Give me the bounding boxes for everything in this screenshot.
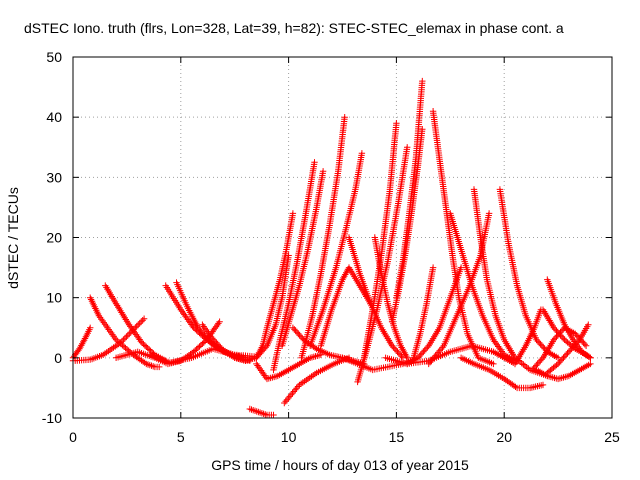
series-12 [246, 405, 277, 419]
series-41 [539, 306, 594, 361]
y-axis-label: dSTEC / TECUs [5, 187, 21, 289]
series-33-markers [470, 186, 551, 380]
series-26 [393, 77, 426, 301]
series-35-markers [457, 354, 547, 392]
x-tick-label: 25 [604, 429, 620, 445]
y-tick-label: 30 [46, 169, 62, 185]
series-11 [253, 351, 325, 383]
x-tick-label: 15 [389, 429, 405, 445]
series-10 [253, 210, 297, 361]
series-7 [147, 345, 260, 366]
x-tick-label: 5 [177, 429, 185, 445]
chart-title: dSTEC Iono. truth (flrs, Lon=328, Lat=39… [24, 20, 564, 36]
y-tick-label: 0 [54, 350, 62, 366]
series-14 [278, 168, 327, 349]
series-28 [410, 264, 437, 361]
series-12-markers [246, 405, 277, 419]
x-tick-label: 10 [281, 429, 297, 445]
series-26-markers [393, 77, 426, 301]
x-axis-label: GPS time / hours of day 013 of year 2015 [211, 457, 469, 473]
series-15-markers [281, 354, 353, 407]
series-38-markers [533, 360, 594, 383]
series-11-markers [253, 351, 325, 383]
x-tick-label: 20 [496, 429, 512, 445]
series-40 [544, 321, 592, 377]
series-14-markers [278, 168, 327, 349]
series-35 [457, 354, 547, 392]
series-33 [470, 186, 551, 380]
series-15 [281, 354, 353, 407]
series-38 [533, 360, 594, 383]
series-17 [298, 114, 348, 361]
series-19-markers [317, 264, 374, 349]
series-36 [511, 306, 545, 368]
y-tick-label: -10 [42, 410, 62, 426]
series-marks [69, 77, 594, 419]
series-7-markers [147, 345, 260, 366]
y-tick-label: 40 [46, 109, 62, 125]
series-32 [382, 342, 519, 368]
x-tick-label: 0 [69, 429, 77, 445]
series-18 [307, 150, 366, 349]
series-22-markers [360, 120, 400, 361]
series-36-markers [511, 306, 545, 368]
series-13 [270, 159, 318, 374]
y-tick-label: 50 [46, 49, 62, 65]
series-19 [317, 264, 374, 349]
series-10-markers [253, 210, 297, 361]
tick-marks [72, 56, 613, 419]
series-13-markers [270, 159, 318, 374]
series-22 [360, 120, 400, 361]
series-17-markers [298, 114, 348, 361]
series-28-markers [410, 264, 437, 361]
series-40-markers [544, 321, 592, 377]
y-tick-label: 10 [46, 290, 62, 306]
series-18-markers [307, 150, 366, 349]
y-tick-label: 20 [46, 230, 62, 246]
series-41-markers [539, 306, 594, 361]
y-tick-labels: -10 0 10 20 30 40 50 [42, 49, 62, 426]
series-32-markers [382, 342, 519, 368]
x-tick-labels: 0 5 10 15 20 25 [69, 429, 620, 445]
